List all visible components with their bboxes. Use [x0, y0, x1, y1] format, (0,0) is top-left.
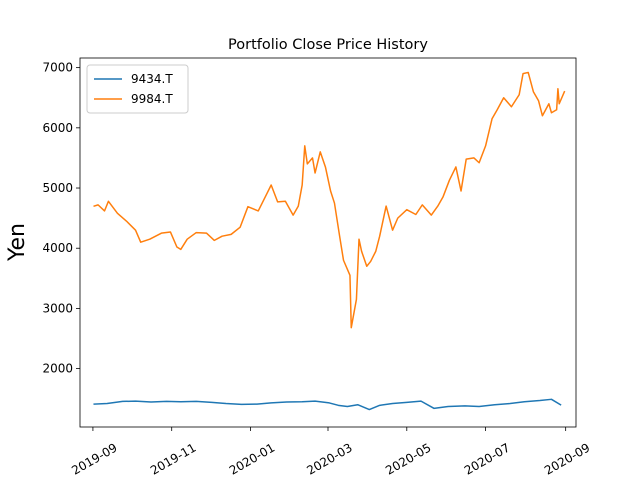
- y-tick-label: 3000: [42, 301, 73, 315]
- y-axis-label: Yen: [5, 223, 30, 262]
- legend-items: 9434.T 9984.T: [94, 72, 173, 106]
- y-tick-label: 6000: [42, 121, 73, 135]
- legend-label-9984.T: 9984.T: [131, 92, 173, 106]
- y-tick-label: 7000: [42, 61, 73, 75]
- plot-area: [80, 58, 576, 427]
- chart-title: Portfolio Close Price History: [228, 37, 428, 53]
- y-tick-label: 5000: [42, 181, 73, 195]
- legend-box: [86, 64, 189, 114]
- series-line-9434.T: [93, 398, 562, 411]
- legend: 9434.T 9984.T: [86, 64, 189, 114]
- y-axis-ticks: 2000 3000 4000 5000 6000 7000: [42, 61, 80, 376]
- y-tick-label: 2000: [42, 362, 73, 376]
- series-layer: [93, 71, 566, 411]
- series-line-9984.T: [93, 71, 566, 329]
- y-tick-label: 4000: [42, 241, 73, 255]
- legend-label-9434.T: 9434.T: [131, 72, 173, 86]
- plot-frame: [79, 57, 577, 428]
